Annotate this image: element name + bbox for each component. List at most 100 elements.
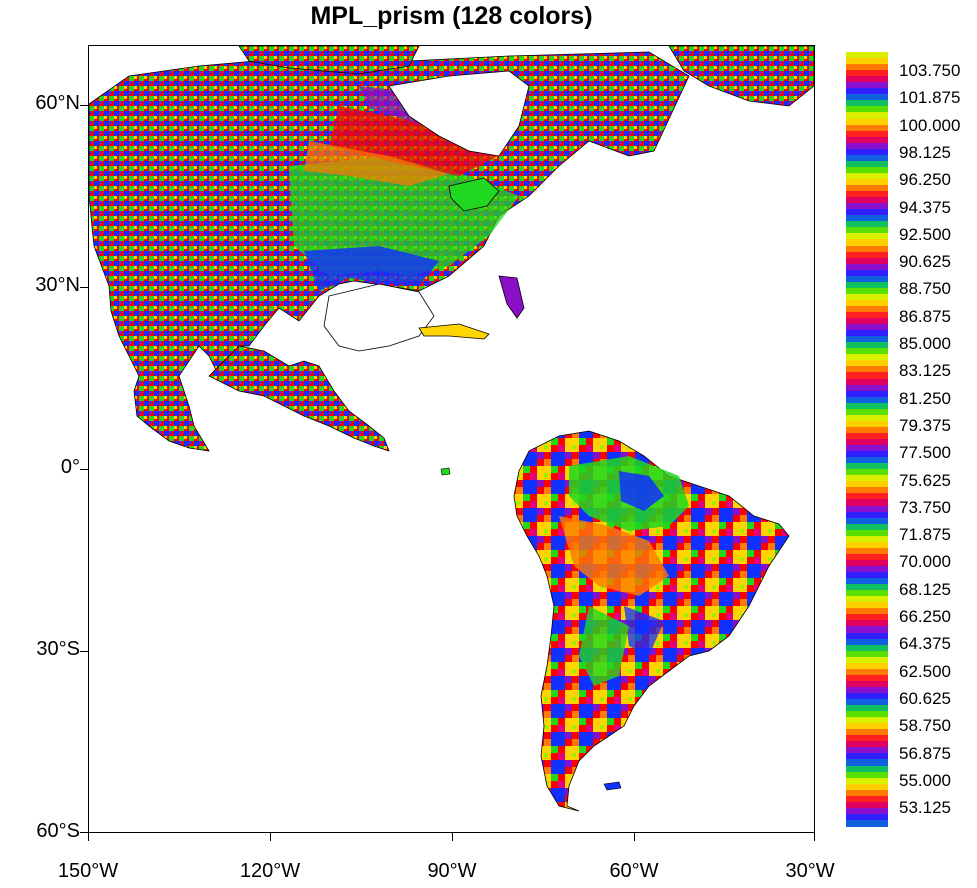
- colorbar-band: [846, 130, 888, 138]
- central-america: [208, 345, 390, 452]
- colorbar: [846, 52, 888, 827]
- colorbar-band: [846, 596, 888, 603]
- colorbar-band: [846, 662, 888, 670]
- colorbar-band: [846, 215, 888, 222]
- colorbar-band: [846, 124, 888, 132]
- colorbar-band: [846, 324, 888, 331]
- colorbar-band: [846, 505, 888, 513]
- lat-label-equator: 0°: [60, 456, 80, 478]
- colorbar-band: [846, 70, 888, 77]
- colorbar-band: [846, 293, 888, 301]
- colorbar-band: [846, 257, 888, 265]
- colorbar-label: 85.000: [899, 334, 951, 353]
- colorbar-band: [846, 747, 888, 755]
- colorbar-band: [846, 112, 888, 120]
- colorbar-band: [846, 723, 888, 730]
- colorbar-band: [846, 650, 888, 658]
- colorbar-band: [846, 590, 888, 597]
- colorbar-band: [846, 299, 888, 307]
- colorbar-band: [846, 493, 888, 501]
- colorbar-label: 96.250: [899, 170, 951, 190]
- colorbar-band: [846, 178, 888, 186]
- colorbar-band: [846, 759, 888, 767]
- colorbar-band: [846, 741, 888, 748]
- colorbar-band: [846, 638, 888, 646]
- colorbar-band: [846, 807, 888, 815]
- colorbar-band: [846, 263, 888, 271]
- colorbar-band: [846, 674, 888, 682]
- colorbar-band: [846, 378, 888, 386]
- colorbar-band: [846, 765, 888, 773]
- florida: [498, 275, 525, 319]
- lat-label-60n: 60°N: [35, 92, 80, 114]
- colorbar-band: [846, 227, 888, 234]
- colorbar-label: 79.375: [899, 415, 951, 435]
- colorbar-label: 73.750: [899, 497, 951, 517]
- colorbar-band: [846, 632, 888, 640]
- colorbar-band: [846, 777, 888, 785]
- lon-tick: [88, 833, 89, 841]
- colorbar-band: [846, 245, 888, 253]
- colorbar-band: [846, 287, 888, 295]
- colorbar-label: 92.500: [899, 224, 951, 244]
- colorbar-band: [846, 318, 888, 325]
- colorbar-band: [846, 559, 888, 567]
- colorbar-band: [846, 463, 888, 470]
- colorbar-band: [846, 692, 888, 700]
- lat-label-30s: 30°S: [36, 638, 80, 660]
- colorbar-band: [846, 457, 888, 464]
- colorbar-label: 94.375: [899, 197, 951, 217]
- colorbar-band: [846, 330, 888, 337]
- colorbar-band: [846, 711, 888, 718]
- colorbar-band: [846, 275, 888, 283]
- colorbar-band: [846, 76, 888, 83]
- colorbar-label: 77.500: [899, 443, 951, 463]
- great-lakes: [448, 177, 500, 212]
- colorbar-band: [846, 469, 888, 476]
- cuba: [418, 323, 490, 340]
- colorbar-band: [846, 626, 888, 634]
- colorbar-band: [846, 578, 888, 585]
- lat-tick: [80, 832, 88, 833]
- colorbar-band: [846, 432, 888, 440]
- colorbar-label: 55.000: [899, 770, 951, 790]
- colorbar-band: [846, 136, 888, 144]
- colorbar-band: [846, 529, 888, 537]
- gulf-of-mexico: [323, 283, 435, 352]
- colorbar-band: [846, 348, 888, 355]
- colorbar-band: [846, 699, 888, 706]
- greenland-fragment: [668, 46, 814, 107]
- colorbar-band: [846, 668, 888, 676]
- colorbar-band: [846, 221, 888, 228]
- colorbar-band: [846, 172, 888, 180]
- colorbar-band: [846, 572, 888, 579]
- colorbar-label: 81.250: [899, 388, 951, 408]
- map-canvas: [89, 46, 814, 812]
- colorbar-band: [846, 58, 888, 65]
- colorbar-band: [846, 64, 888, 71]
- colorbar-band: [846, 185, 888, 192]
- colorbar-band: [846, 771, 888, 779]
- lon-label-90w: 90°W: [427, 860, 477, 882]
- colorbar-label: 103.750: [899, 61, 961, 80]
- colorbar-band: [846, 511, 888, 519]
- colorbar-band: [846, 239, 888, 247]
- colorbar-band: [846, 565, 888, 573]
- colorbar-band: [846, 209, 888, 216]
- colorbar-band: [846, 614, 888, 621]
- colorbar-label: 68.125: [899, 579, 951, 599]
- colorbar-band: [846, 584, 888, 591]
- colorbar-band: [846, 197, 888, 204]
- map-title: MPL_prism (128 colors): [310, 2, 593, 30]
- colorbar-band: [846, 680, 888, 688]
- colorbar-band: [846, 118, 888, 126]
- lat-tick: [80, 651, 88, 652]
- lon-label-150w: 150°W: [57, 860, 119, 882]
- colorbar-band: [846, 148, 888, 156]
- colorbar-band: [846, 541, 888, 549]
- colorbar-band: [846, 251, 888, 259]
- colorbar-band: [846, 819, 888, 827]
- colorbar-band: [846, 795, 888, 803]
- colorbar-band: [846, 475, 888, 482]
- lon-tick: [634, 833, 635, 841]
